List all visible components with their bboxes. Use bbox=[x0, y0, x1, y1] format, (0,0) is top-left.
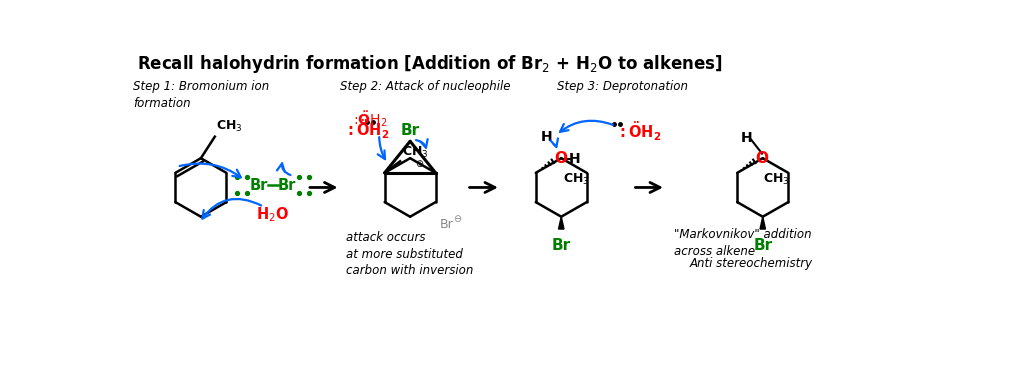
Text: ⊕: ⊕ bbox=[414, 159, 422, 170]
Text: H: H bbox=[741, 131, 752, 145]
Text: H$_2$O: H$_2$O bbox=[257, 205, 289, 224]
Text: Anti stereochemistry: Anti stereochemistry bbox=[689, 257, 812, 270]
Text: "Markovnikov" addition
across alkene: "Markovnikov" addition across alkene bbox=[674, 228, 811, 258]
Text: CH$_3$: CH$_3$ bbox=[563, 171, 589, 187]
Text: Step 1: Bromonium ion
formation: Step 1: Bromonium ion formation bbox=[133, 80, 270, 110]
Text: Br: Br bbox=[552, 238, 571, 253]
Polygon shape bbox=[760, 217, 766, 229]
Polygon shape bbox=[559, 217, 564, 229]
Text: Br: Br bbox=[440, 218, 453, 231]
Text: Recall halohydrin formation [Addition of Br$_2$ + H$_2$O to alkenes]: Recall halohydrin formation [Addition of… bbox=[136, 53, 722, 75]
Text: attack occurs
at more substituted
carbon with inversion: attack occurs at more substituted carbon… bbox=[346, 231, 473, 277]
Text: CH$_3$: CH$_3$ bbox=[402, 145, 429, 160]
Text: :$\mathbf{\ddot{O}}$H$_2$: :$\mathbf{\ddot{O}}$H$_2$ bbox=[352, 109, 387, 129]
Text: Br: Br bbox=[249, 178, 268, 193]
Text: CH$_3$: CH$_3$ bbox=[216, 119, 242, 134]
Text: Br: Br bbox=[400, 123, 419, 138]
Text: H: H bbox=[569, 152, 580, 166]
Text: O: O bbox=[755, 151, 769, 166]
Text: ⊖: ⊖ bbox=[453, 214, 461, 224]
Text: Br: Br bbox=[278, 178, 296, 193]
Text: H: H bbox=[541, 130, 553, 144]
Text: Step 2: Attack of nucleophile: Step 2: Attack of nucleophile bbox=[340, 80, 511, 93]
Text: O: O bbox=[554, 151, 567, 166]
Text: CH$_3$: CH$_3$ bbox=[762, 171, 789, 187]
Text: Br: Br bbox=[753, 238, 773, 253]
Text: Step 3: Deprotonation: Step 3: Deprotonation bbox=[558, 80, 688, 93]
Text: $\mathbf{:\ddot{O}H_2}$: $\mathbf{:\ddot{O}H_2}$ bbox=[345, 118, 390, 141]
Text: $\mathbf{:\ddot{O}H_2}$: $\mathbf{:\ddot{O}H_2}$ bbox=[617, 121, 662, 143]
